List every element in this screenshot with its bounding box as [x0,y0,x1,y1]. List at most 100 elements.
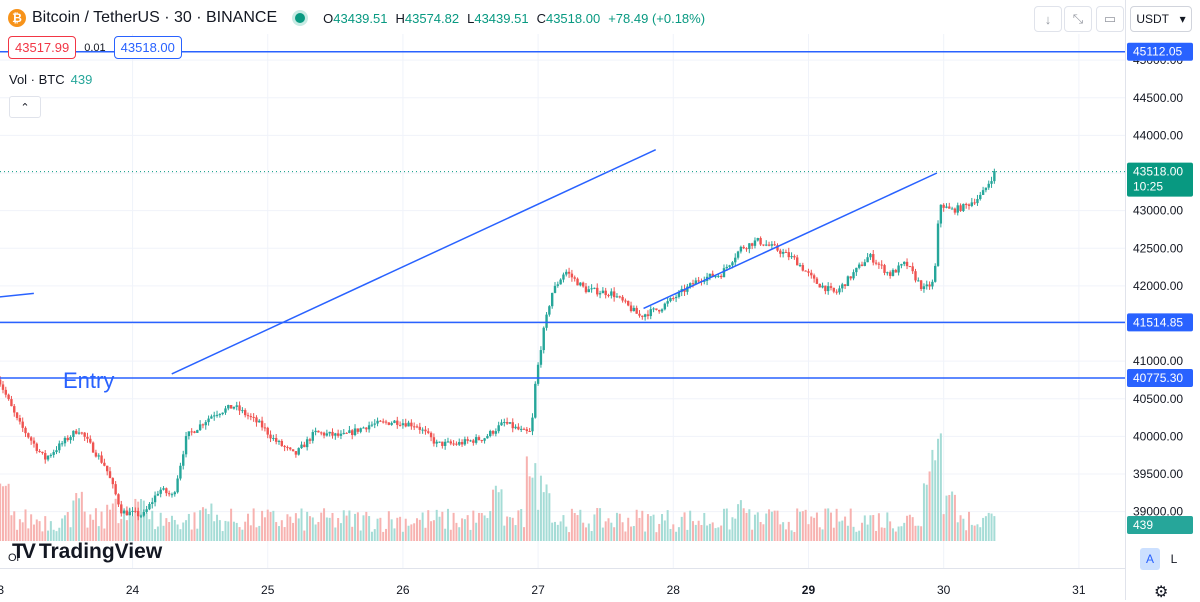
candle-body [976,199,979,204]
candle-body [528,431,531,433]
symbol-title[interactable]: Bitcoin / TetherUS · 30 · BINANCE [32,9,278,26]
candle-body [398,424,402,426]
x-tick-label: 30 [937,583,951,597]
candle-body [13,406,16,413]
x-tick-label: 24 [126,583,140,597]
candle-body [317,430,320,433]
volume-bar [649,516,652,541]
candle-body [18,417,22,422]
volume-bar [238,527,241,541]
candle-body [173,492,176,495]
buy-button[interactable]: 43518.00 [113,36,182,59]
candle-body [100,455,103,463]
volume-bar [179,529,182,541]
candle-body [427,431,430,433]
candle-body [990,181,993,184]
volume-bar [722,508,725,541]
volume-bar [638,517,641,541]
collapse-legend-button[interactable]: ⌃ [9,96,41,118]
volume-bar [742,508,745,541]
volume-bar [824,508,827,541]
candle-body [289,447,292,450]
down-arrow-button[interactable]: ↓ [1034,6,1062,32]
candle-body [615,296,619,298]
volume-bar [111,503,114,541]
volume-bar [534,463,537,541]
candle-body [846,276,850,287]
candle-body [381,421,385,423]
volume-bar [894,531,897,541]
candle-body [514,426,517,429]
volume-bar [441,511,444,541]
collapse-arrows-button[interactable]: ⤡ [1064,6,1092,32]
volume-bar [503,525,506,541]
gear-icon[interactable]: ⚙ [1154,584,1169,601]
currency-select[interactable]: USDT ▾ [1130,6,1192,32]
volume-bar [768,509,771,541]
candle-body [765,244,768,246]
candle-body [207,418,210,423]
volume-bar [365,511,368,541]
candle-body [967,204,971,206]
volume-bar [627,517,630,541]
candle-body [736,251,740,258]
candle-body [722,268,726,278]
candle-body [669,298,672,302]
volume-bar [176,524,179,541]
candle-body [717,275,720,277]
auto-scale-button[interactable]: A [1140,548,1160,570]
candle-body [666,301,669,304]
volume-bar [748,509,751,541]
volume-bar [661,514,664,541]
volume-bar [959,515,962,541]
sell-button[interactable]: 43517.99 [8,36,77,59]
volume-bar [779,524,782,541]
candle-body [176,478,179,493]
candle-body [725,266,728,269]
volume-bar [339,523,342,541]
trend-line[interactable] [643,172,938,310]
candle-body [545,314,548,328]
candle-body [798,265,802,267]
volume-bar [401,531,404,541]
candle-body [60,443,64,445]
volume-legend[interactable]: Vol · BTC 439 [9,72,92,87]
fullscreen-button[interactable]: ▭ [1096,6,1124,32]
candle-body [522,428,526,430]
volume-bar [168,522,171,541]
volume-bar [421,512,424,541]
candle-body [38,450,41,452]
volume-bar [576,515,579,541]
last-price-label-text: 43518.00 [1133,165,1183,179]
candle-body [105,465,109,472]
candle-body [72,430,75,438]
candle-body [683,288,686,292]
volume-bar [224,520,227,541]
candle-body [646,314,650,317]
trend-line[interactable] [0,292,34,298]
volume-bar [891,528,894,541]
candle-body [719,275,723,278]
candle-body [866,257,869,263]
volume-bar [601,527,604,541]
volume-bar [655,532,658,541]
volume-bar [641,510,644,541]
candle-body [75,430,78,434]
volume-bar [613,527,616,541]
volume-bar [390,519,393,541]
candle-body [255,417,258,423]
candle-body [190,431,193,433]
volume-bar [906,515,909,541]
candle-body [911,266,914,272]
trend-line[interactable] [171,148,657,375]
candle-body [193,431,196,433]
log-scale-button[interactable]: L [1170,552,1178,566]
volume-bar [154,529,157,541]
volume-bar [21,522,24,541]
volume-bar [548,493,551,541]
candle-body [942,204,945,208]
currency-label: USDT [1136,12,1169,26]
candle-body [821,285,824,288]
